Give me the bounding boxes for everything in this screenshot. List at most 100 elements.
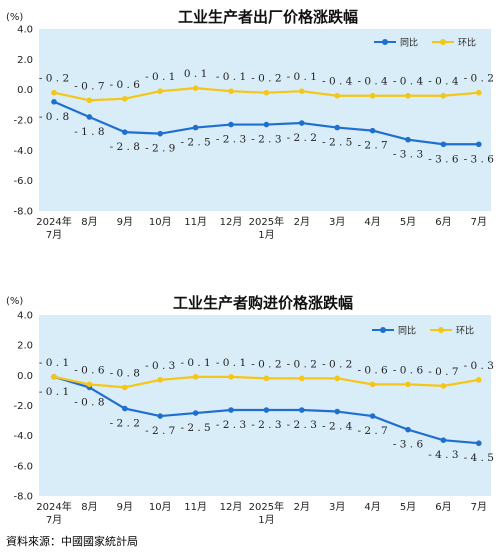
legend-marker — [380, 327, 386, 333]
data-label: - 2 . 7 — [357, 425, 387, 437]
data-label: - 1 . 8 — [74, 126, 104, 138]
y-tick-label: 2.0 — [17, 341, 33, 352]
data-label: - 2 . 3 — [251, 419, 281, 431]
data-label: - 2 . 3 — [251, 134, 281, 146]
x-tick-label: 10月 — [149, 501, 172, 513]
y-tick-label: -6.0 — [13, 176, 33, 187]
data-label: - 2 . 3 — [216, 134, 246, 146]
data-point — [476, 377, 482, 383]
data-point — [299, 120, 305, 126]
data-label: - 0 . 2 — [251, 358, 281, 370]
y-tick-label: -4.0 — [13, 431, 33, 442]
x-tick-label: 7月 — [46, 229, 62, 241]
data-point — [369, 381, 376, 388]
data-label: - 2 . 5 — [180, 422, 210, 434]
data-point — [51, 89, 57, 96]
data-label: - 0 . 1 — [145, 71, 175, 83]
x-tick-label: 11月 — [184, 216, 207, 228]
data-point — [228, 88, 234, 94]
data-label: - 0 . 8 — [110, 367, 140, 379]
data-label: - 2 . 7 — [145, 425, 175, 437]
data-point — [299, 375, 305, 382]
legend-marker — [440, 39, 446, 45]
x-tick-label: 4月 — [364, 216, 380, 228]
data-label: - 2 . 2 — [287, 132, 317, 144]
data-label: - 0 . 3 — [464, 360, 494, 372]
data-point — [192, 410, 199, 416]
data-point — [157, 130, 163, 137]
data-point — [405, 426, 411, 433]
data-point — [122, 129, 128, 135]
x-tick-label: 12月 — [220, 501, 243, 513]
data-point — [86, 381, 93, 388]
data-label: - 0 . 7 — [428, 366, 458, 378]
data-label: - 4 . 5 — [464, 452, 494, 464]
data-point — [51, 374, 57, 380]
data-label: - 2 . 5 — [322, 137, 352, 149]
data-label: - 0 . 7 — [74, 80, 104, 92]
data-point — [192, 85, 199, 91]
x-tick-label: 2024年 — [36, 500, 71, 513]
y-tick-label: 2.0 — [17, 55, 33, 66]
x-tick-label: 3月 — [329, 216, 345, 228]
data-point — [263, 121, 270, 128]
data-point — [405, 92, 411, 99]
x-tick-label: 7月 — [471, 216, 487, 228]
data-label: - 0 . 6 — [110, 79, 141, 91]
data-point — [51, 99, 57, 105]
data-point — [440, 92, 447, 99]
data-point — [228, 407, 234, 413]
legend-label: 环比 — [456, 325, 474, 337]
data-point — [334, 92, 341, 99]
data-label: - 2 . 2 — [110, 418, 140, 430]
legend-marker — [382, 39, 388, 45]
data-point — [334, 375, 341, 382]
x-tick-label: 9月 — [117, 216, 133, 228]
x-tick-label: 5月 — [400, 216, 416, 228]
x-tick-label: 1月 — [258, 229, 274, 241]
data-point — [440, 383, 447, 389]
data-point — [192, 374, 199, 380]
data-label: - 2 . 5 — [180, 137, 210, 149]
data-label: - 2 . 8 — [110, 141, 140, 153]
data-point — [476, 141, 482, 148]
data-point — [157, 377, 163, 383]
chart-producer-purchase-prices: (%) 4.0 2.0 0.0 -2.0 -4.0 -6.0 -8.0 2024年 7月 8月 9月 1… — [0, 286, 500, 532]
legend-marker — [438, 327, 444, 333]
chart-title: 工业生产者购进价格涨跌幅 — [173, 294, 353, 312]
data-label: - 3 . 6 — [393, 439, 424, 451]
data-point — [157, 413, 163, 419]
x-tick-label: 10月 — [149, 216, 172, 228]
data-label: - 0 . 4 — [428, 76, 459, 88]
x-tick-label: 6月 — [435, 501, 451, 513]
y-tick-label: 4.0 — [17, 311, 33, 322]
data-label: - 0 . 2 — [287, 358, 317, 370]
data-point — [299, 407, 305, 413]
data-point — [369, 127, 376, 134]
data-point — [369, 413, 376, 419]
data-label: - 0 . 2 — [251, 73, 281, 85]
data-point — [405, 381, 411, 388]
data-label: - 3 . 6 — [428, 153, 459, 165]
data-point — [263, 407, 270, 413]
data-label: - 0 . 1 — [39, 357, 69, 369]
y-tick-label: -2.0 — [13, 116, 33, 127]
data-label: - 0 . 2 — [322, 358, 352, 370]
chart-title: 工业生产者出厂价格涨跌幅 — [178, 8, 358, 26]
x-tick-label: 2024年 — [36, 215, 71, 228]
data-point — [476, 440, 482, 447]
data-label: 0 . 1 — [184, 68, 207, 80]
data-label: - 0 . 1 — [216, 71, 246, 83]
y-tick-label: 0.0 — [17, 85, 33, 96]
legend-label: 同比 — [400, 37, 418, 49]
data-point — [122, 384, 128, 391]
data-label: - 0 . 6 — [393, 364, 424, 376]
data-label: - 0 . 1 — [287, 71, 317, 83]
data-point — [334, 408, 341, 415]
y-tick-label: -2.0 — [13, 401, 33, 412]
data-point — [122, 95, 128, 102]
x-tick-label: 4月 — [364, 501, 380, 513]
y-tick-label: 4.0 — [17, 25, 33, 36]
legend-label: 同比 — [398, 325, 416, 337]
